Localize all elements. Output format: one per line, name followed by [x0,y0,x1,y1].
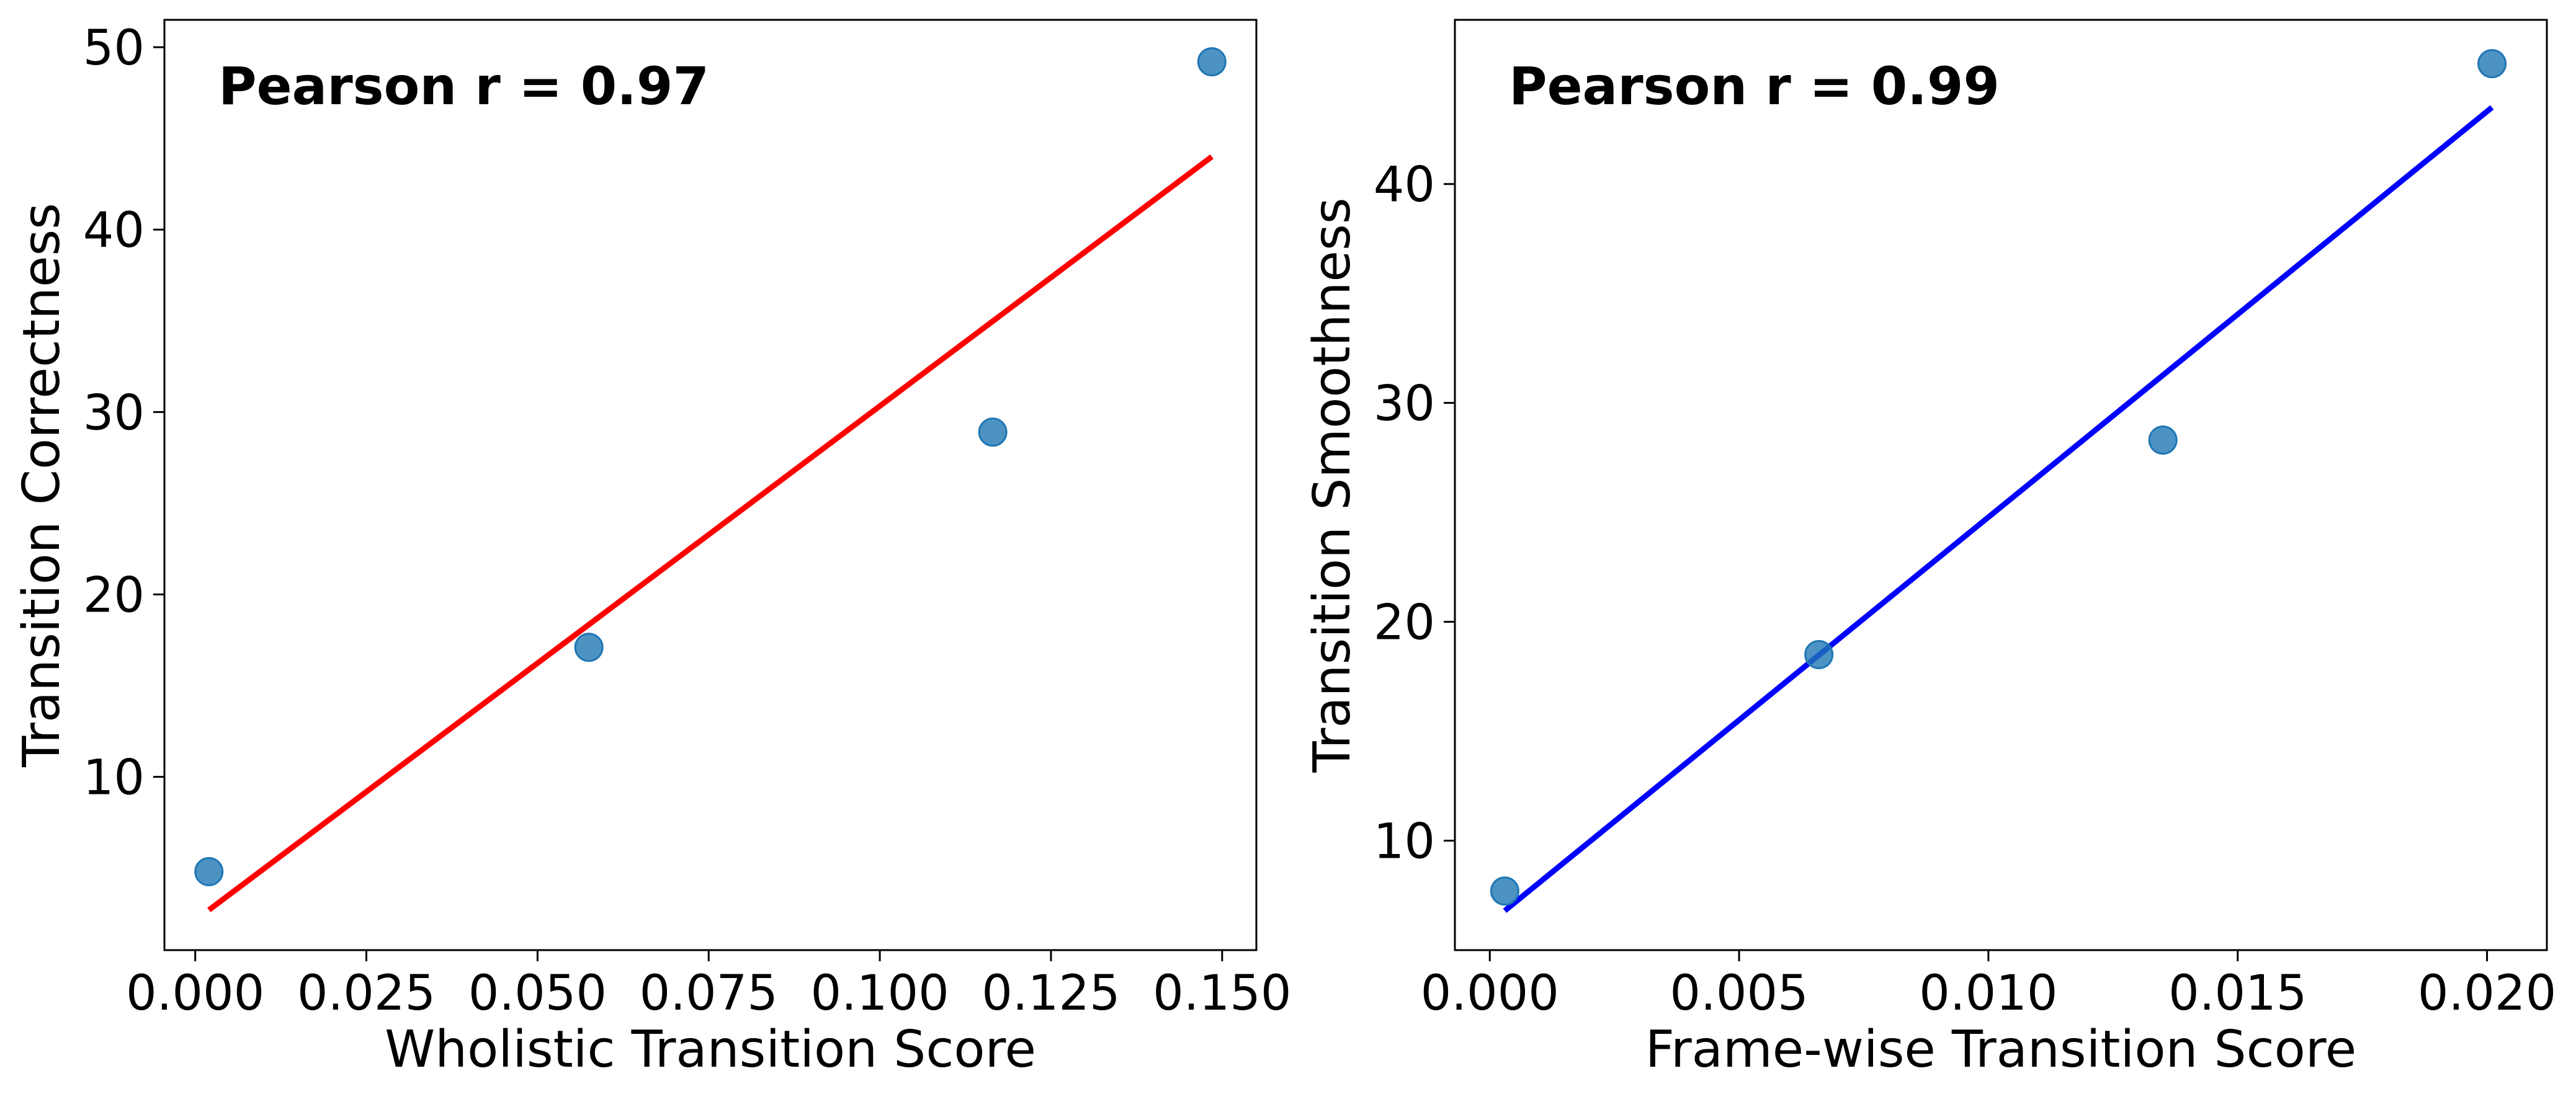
y-tick-label: 40 [83,203,145,259]
y-tick-label: 20 [83,567,145,623]
x-tick-label: 0.000 [126,966,264,1021]
x-axis-label: Wholistic Transition Score [385,1020,1036,1079]
y-tick-label: 30 [1374,376,1435,432]
x-tick-label: 0.020 [2418,966,2556,1021]
y-tick-label: 40 [1374,158,1435,213]
y-tick-label: 10 [83,750,145,806]
fit-line [1503,105,2494,913]
pearson-annotation: Pearson r = 0.99 [1509,56,2000,117]
x-tick-label: 0.000 [1421,966,1559,1021]
x-tick-label: 0.125 [982,966,1120,1021]
right-scatter-plot: 0.000 0.005 0.010 0.015 0.020 10 20 30 40 Frame-w… [1303,19,2556,1079]
y-axis-label: Transition Smoothness [1303,198,1362,773]
data-point [574,633,604,662]
y-tick-label: 30 [83,385,145,441]
y-tick-label: 10 [1374,814,1435,870]
x-tick-label: 0.025 [297,966,436,1021]
data-point [978,417,1008,447]
x-tick-label: 0.100 [810,966,949,1021]
axes-frame [1454,19,2548,951]
data-point [1490,876,1519,906]
x-tick-label: 0.050 [468,966,607,1021]
y-tick-label: 20 [1374,595,1435,651]
y-axis-label: Transition Correctness [12,203,71,768]
data-point [2148,425,2178,455]
data-point [1804,640,1834,670]
x-tick-label: 0.005 [1670,966,1808,1021]
fit-line [207,154,1214,912]
data-point [194,857,224,887]
x-tick-label: 0.150 [1153,966,1291,1021]
x-tick-label: 0.015 [2168,966,2307,1021]
data-point [2477,49,2507,79]
x-tick-label: 0.010 [1919,966,2057,1021]
y-tick-label: 50 [83,20,145,76]
left-scatter-plot: 0.000 0.025 0.050 0.075 0.100 0.125 0.150 10 20 3… [12,19,1291,1079]
x-axis-label: Frame-wise Transition Score [1645,1020,2356,1079]
x-tick-label: 0.075 [640,966,778,1021]
pearson-annotation: Pearson r = 0.97 [218,56,709,117]
axes-frame [163,19,1258,951]
data-point [1197,47,1227,77]
